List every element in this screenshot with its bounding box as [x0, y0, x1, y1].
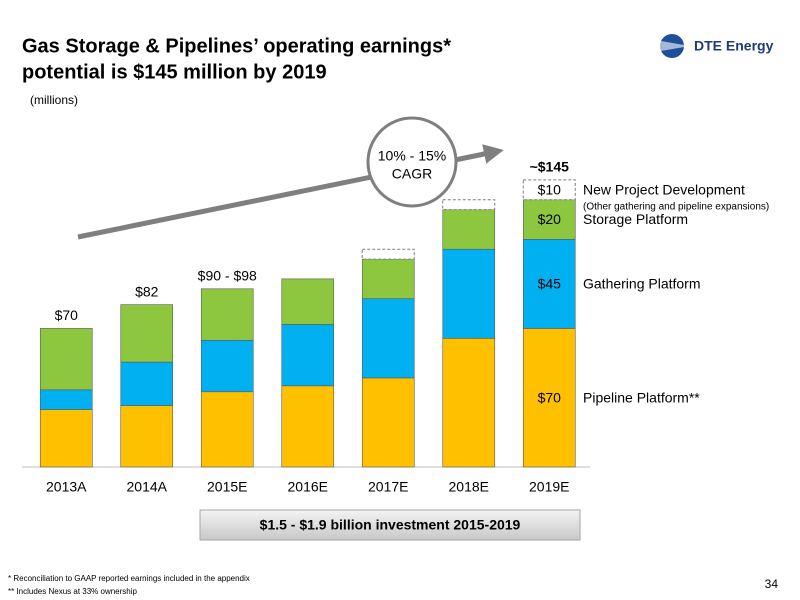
unit-label: (millions) [30, 93, 78, 107]
bar-segment [200, 391, 254, 468]
bar-segment [522, 179, 576, 201]
bar-segment [361, 248, 415, 260]
logo-rays [655, 40, 690, 52]
bar-segment [120, 361, 174, 406]
x-tick-label: 2019E [529, 479, 569, 495]
bar-segment [361, 258, 415, 300]
total-label: $82 [135, 283, 159, 299]
data-label: $45 [538, 276, 562, 292]
bar-segment [361, 377, 415, 468]
x-tick-label: 2013A [46, 479, 87, 495]
bar-segment [120, 304, 174, 363]
data-label: $10 [538, 182, 562, 198]
bar-segment [200, 288, 254, 341]
bar-segment [39, 409, 93, 468]
title: potential is $145 million by 2019 [22, 61, 327, 83]
bar-segment [442, 337, 496, 468]
bar-segment [281, 324, 335, 387]
bar-segment [522, 328, 576, 468]
callout-text: 10% - 15% [378, 148, 446, 164]
bar-segment [442, 248, 496, 339]
data-label: $20 [538, 211, 562, 227]
callout-text: CAGR [392, 166, 432, 182]
page-number: 34 [765, 577, 779, 591]
data-label: $70 [538, 389, 562, 405]
bar-segment [200, 339, 254, 393]
investment-note: $1.5 - $1.9 billion investment 2015-2019 [260, 517, 521, 533]
bar-segment [522, 239, 576, 329]
legend-label: Gathering Platform [583, 276, 701, 292]
total-label: $90 - $98 [198, 268, 257, 284]
total-label: ~$145 [530, 159, 570, 175]
investment-box [199, 509, 581, 541]
bar-segment [281, 385, 335, 468]
bar-segment [39, 389, 93, 410]
bar-segment [361, 298, 415, 379]
callout-circle [366, 116, 458, 208]
x-tick-label: 2016E [288, 479, 328, 495]
footnote: * Reconciliation to GAAP reported earnin… [8, 574, 250, 583]
footnote: ** Includes Nexus at 33% ownership [8, 587, 138, 596]
bar-segment [39, 328, 93, 391]
x-tick-label: 2015E [207, 479, 247, 495]
bar-segment [442, 209, 496, 250]
bar-segment [281, 278, 335, 325]
legend-label: Pipeline Platform** [583, 389, 700, 405]
title: Gas Storage & Pipelines’ operating earni… [22, 35, 451, 57]
x-tick-label: 2018E [449, 479, 489, 495]
x-tick-label: 2014A [127, 479, 168, 495]
x-tick-label: 2017E [368, 479, 408, 495]
bar-segment [120, 405, 174, 468]
bar-segment [442, 199, 496, 211]
legend-label: Storage Platform [583, 211, 688, 227]
total-label: $70 [55, 307, 79, 323]
logo-text: DTE Energy [694, 38, 774, 54]
legend-description: (Other gathering and pipeline expansions… [583, 201, 769, 212]
legend-label: New Project Development [583, 182, 745, 198]
logo: DTE Energy [655, 34, 774, 58]
